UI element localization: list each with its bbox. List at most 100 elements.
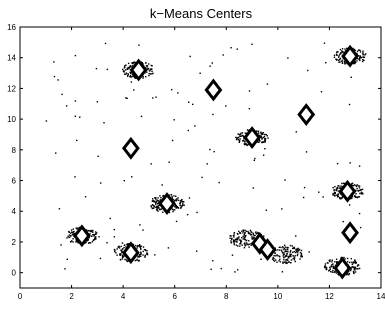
data-point xyxy=(333,189,335,191)
data-point xyxy=(354,62,356,65)
cluster-center-marker xyxy=(121,136,140,160)
data-point xyxy=(209,65,211,67)
data-point xyxy=(90,235,93,237)
data-point xyxy=(337,195,340,198)
data-point xyxy=(146,253,148,255)
data-point xyxy=(238,140,241,142)
data-point xyxy=(328,269,331,272)
data-point xyxy=(247,129,250,132)
data-point xyxy=(75,240,78,242)
data-point xyxy=(175,207,177,209)
data-point xyxy=(357,196,360,198)
cluster-center-marker xyxy=(341,44,359,68)
data-point xyxy=(154,200,156,202)
data-point xyxy=(244,229,246,231)
data-point xyxy=(126,97,128,100)
data-point xyxy=(339,187,342,189)
data-point xyxy=(155,209,158,211)
data-point xyxy=(359,56,361,59)
data-point xyxy=(290,250,292,252)
data-point xyxy=(241,230,243,232)
data-point xyxy=(296,248,298,250)
data-point xyxy=(149,73,152,75)
data-point xyxy=(265,134,268,136)
data-point xyxy=(149,68,152,70)
data-point xyxy=(95,67,98,70)
data-point xyxy=(291,245,293,247)
data-point xyxy=(355,184,357,187)
data-point xyxy=(237,136,240,139)
data-point xyxy=(242,134,244,137)
data-point xyxy=(245,132,248,134)
data-point xyxy=(283,259,285,261)
data-point xyxy=(146,65,149,67)
data-point xyxy=(341,182,343,185)
x-tick-label: 8 xyxy=(224,292,229,301)
data-point xyxy=(70,229,73,231)
data-point xyxy=(251,238,254,240)
data-point xyxy=(356,50,359,52)
x-axis-ticks: 0 2 4 6 8 10 12 14 xyxy=(18,27,385,301)
data-point xyxy=(130,65,132,68)
data-point xyxy=(152,72,154,75)
data-point xyxy=(121,258,124,260)
data-point xyxy=(247,244,249,246)
data-point xyxy=(298,248,301,251)
data-point xyxy=(212,260,214,262)
data-point xyxy=(115,252,117,254)
data-point xyxy=(359,192,361,195)
y-tick-label: 12 xyxy=(7,84,16,93)
data-point xyxy=(261,132,263,135)
data-point xyxy=(172,210,174,213)
data-point xyxy=(69,232,72,234)
data-point xyxy=(248,90,251,92)
data-point xyxy=(61,93,63,96)
data-point xyxy=(71,234,74,236)
data-point xyxy=(344,258,346,260)
data-point xyxy=(341,197,344,199)
data-point xyxy=(352,272,355,274)
data-point xyxy=(72,228,75,230)
data-point xyxy=(162,211,164,213)
data-point xyxy=(354,260,357,263)
data-point xyxy=(307,69,309,72)
data-point xyxy=(133,61,135,63)
data-point xyxy=(157,204,160,207)
data-point xyxy=(336,59,338,61)
data-point xyxy=(253,234,256,237)
data-point xyxy=(235,244,238,246)
data-point xyxy=(175,206,178,208)
data-point xyxy=(330,265,333,267)
data-point xyxy=(125,97,127,99)
data-point xyxy=(159,199,162,201)
data-point xyxy=(331,259,333,261)
data-point xyxy=(273,255,275,257)
x-tick-label: 14 xyxy=(377,292,385,301)
data-point xyxy=(129,66,131,69)
data-point xyxy=(341,48,344,50)
data-point xyxy=(126,67,129,69)
data-point xyxy=(260,258,262,261)
data-point xyxy=(329,266,331,269)
data-point xyxy=(335,189,337,192)
data-point xyxy=(247,232,250,235)
data-point xyxy=(244,243,246,246)
data-point xyxy=(362,59,364,61)
data-point xyxy=(341,51,344,53)
data-point xyxy=(244,132,247,134)
data-point xyxy=(255,231,257,233)
data-point xyxy=(148,72,150,75)
data-point xyxy=(140,247,142,250)
data-point xyxy=(296,253,299,255)
data-point xyxy=(236,237,239,239)
data-point xyxy=(68,230,70,233)
data-point xyxy=(266,135,269,137)
data-point xyxy=(213,150,215,153)
data-point xyxy=(96,101,99,103)
data-point xyxy=(68,234,71,236)
data-point xyxy=(282,246,284,248)
data-point xyxy=(150,206,153,208)
data-point xyxy=(362,192,364,195)
data-point xyxy=(345,62,347,64)
data-point xyxy=(132,62,134,65)
